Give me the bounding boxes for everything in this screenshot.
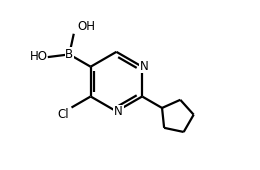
Text: HO: HO	[30, 50, 48, 63]
Text: B: B	[65, 48, 73, 61]
Text: OH: OH	[77, 20, 95, 33]
Text: N: N	[114, 105, 123, 118]
Text: Cl: Cl	[58, 108, 69, 121]
Text: N: N	[140, 60, 148, 73]
